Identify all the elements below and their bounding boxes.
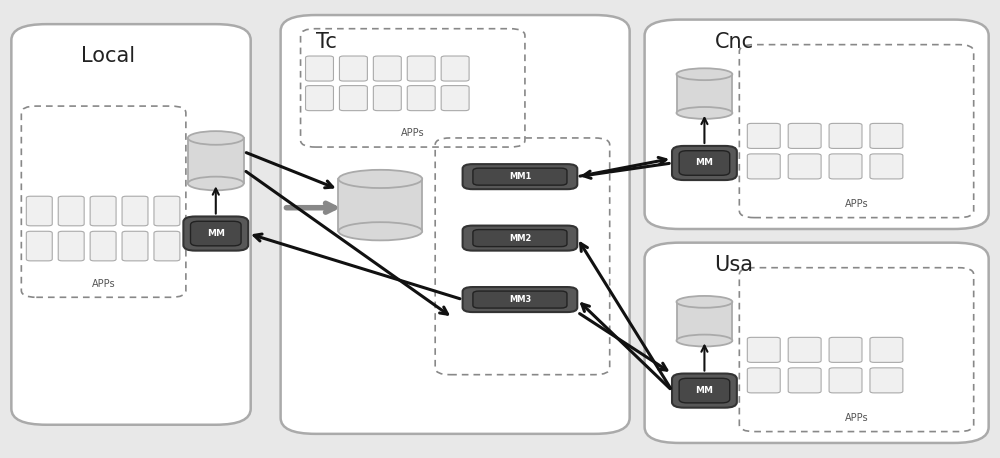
Text: Cnc: Cnc [714,33,754,52]
FancyBboxPatch shape [870,154,903,179]
FancyBboxPatch shape [645,243,989,443]
FancyBboxPatch shape [829,338,862,362]
FancyBboxPatch shape [870,123,903,148]
FancyBboxPatch shape [645,20,989,229]
FancyBboxPatch shape [747,338,780,362]
Ellipse shape [677,68,732,80]
FancyBboxPatch shape [407,56,435,81]
FancyBboxPatch shape [122,231,148,261]
Polygon shape [338,179,422,231]
FancyBboxPatch shape [407,86,435,111]
Text: APPs: APPs [92,278,115,289]
Ellipse shape [188,177,244,191]
Text: Local: Local [81,46,135,66]
FancyBboxPatch shape [463,287,577,312]
Text: APPs: APPs [401,128,425,138]
FancyBboxPatch shape [747,123,780,148]
Text: MM: MM [207,229,225,238]
FancyBboxPatch shape [339,56,367,81]
FancyBboxPatch shape [183,217,248,251]
FancyBboxPatch shape [829,154,862,179]
FancyBboxPatch shape [339,86,367,111]
FancyBboxPatch shape [373,56,401,81]
FancyBboxPatch shape [829,368,862,393]
FancyBboxPatch shape [90,231,116,261]
Ellipse shape [677,335,732,346]
FancyBboxPatch shape [788,338,821,362]
FancyBboxPatch shape [441,56,469,81]
Polygon shape [677,302,732,341]
Text: MM2: MM2 [509,234,531,243]
FancyBboxPatch shape [672,374,737,408]
FancyBboxPatch shape [122,196,148,226]
Polygon shape [677,74,732,113]
FancyBboxPatch shape [26,231,52,261]
FancyBboxPatch shape [829,123,862,148]
FancyBboxPatch shape [788,368,821,393]
FancyBboxPatch shape [679,378,730,403]
FancyBboxPatch shape [473,291,567,308]
FancyBboxPatch shape [26,196,52,226]
FancyBboxPatch shape [154,196,180,226]
Text: Usa: Usa [714,256,753,275]
FancyBboxPatch shape [473,168,567,185]
Text: MM1: MM1 [509,172,531,181]
Ellipse shape [677,107,732,119]
Ellipse shape [338,170,422,188]
FancyBboxPatch shape [679,151,730,175]
FancyBboxPatch shape [154,231,180,261]
Text: MM: MM [695,158,713,168]
FancyBboxPatch shape [58,196,84,226]
FancyBboxPatch shape [672,146,737,180]
FancyBboxPatch shape [281,15,630,434]
Polygon shape [188,138,244,184]
FancyBboxPatch shape [11,24,251,425]
FancyBboxPatch shape [788,123,821,148]
FancyBboxPatch shape [373,86,401,111]
Ellipse shape [677,296,732,308]
FancyBboxPatch shape [473,229,567,246]
FancyBboxPatch shape [90,196,116,226]
FancyBboxPatch shape [870,338,903,362]
FancyBboxPatch shape [463,164,577,189]
Text: APPs: APPs [845,199,868,209]
Ellipse shape [188,131,244,145]
FancyBboxPatch shape [306,86,333,111]
Text: APPs: APPs [845,413,868,423]
FancyBboxPatch shape [788,154,821,179]
FancyBboxPatch shape [306,56,333,81]
Ellipse shape [338,222,422,240]
Text: Tc: Tc [316,33,336,52]
FancyBboxPatch shape [441,86,469,111]
FancyBboxPatch shape [747,154,780,179]
Text: MM: MM [695,386,713,395]
FancyBboxPatch shape [747,368,780,393]
FancyBboxPatch shape [58,231,84,261]
FancyBboxPatch shape [463,226,577,251]
Text: MM3: MM3 [509,295,531,304]
FancyBboxPatch shape [191,221,241,246]
FancyBboxPatch shape [870,368,903,393]
